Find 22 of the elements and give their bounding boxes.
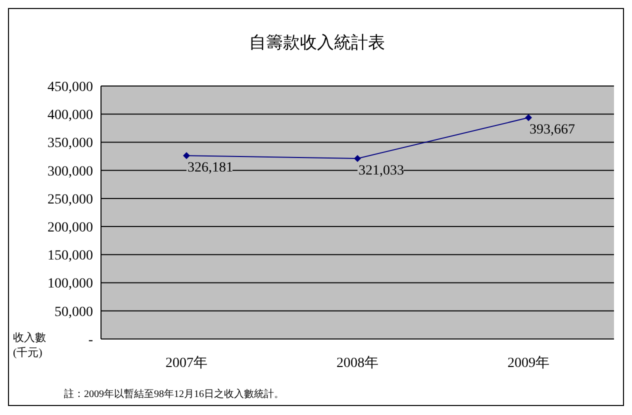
data-label: 321,033 <box>358 164 404 179</box>
y-tick-label: 350,000 <box>48 136 93 152</box>
x-tick-label: 2007年 <box>166 354 208 371</box>
data-label: 393,667 <box>530 122 575 138</box>
y-tick-label: - <box>88 332 94 348</box>
y-tick-label: 200,000 <box>48 220 93 236</box>
y-axis-title: 收入數(千元) <box>13 331 46 361</box>
text: 註：2009年以暫結至98年12月16日之收入數統計。 <box>64 388 284 401</box>
data-label: 326,181 <box>188 160 233 176</box>
chart-title: 自籌款收入統計表 <box>248 32 386 54</box>
y-tick-label: 400,000 <box>48 108 93 124</box>
x-tick-label: 2009年 <box>508 354 550 371</box>
point <box>354 155 361 162</box>
y-tick-label: 250,000 <box>48 192 93 208</box>
x-tick-label: 2008年 <box>336 354 378 371</box>
y-tick-label: 150,000 <box>48 248 93 264</box>
point <box>183 152 190 160</box>
point <box>525 114 532 122</box>
y-tick-label: 300,000 <box>48 164 93 180</box>
y-tick-label: 50,000 <box>54 304 93 320</box>
y-tick-label: 450,000 <box>48 80 93 95</box>
y-tick-label: 100,000 <box>48 276 93 292</box>
